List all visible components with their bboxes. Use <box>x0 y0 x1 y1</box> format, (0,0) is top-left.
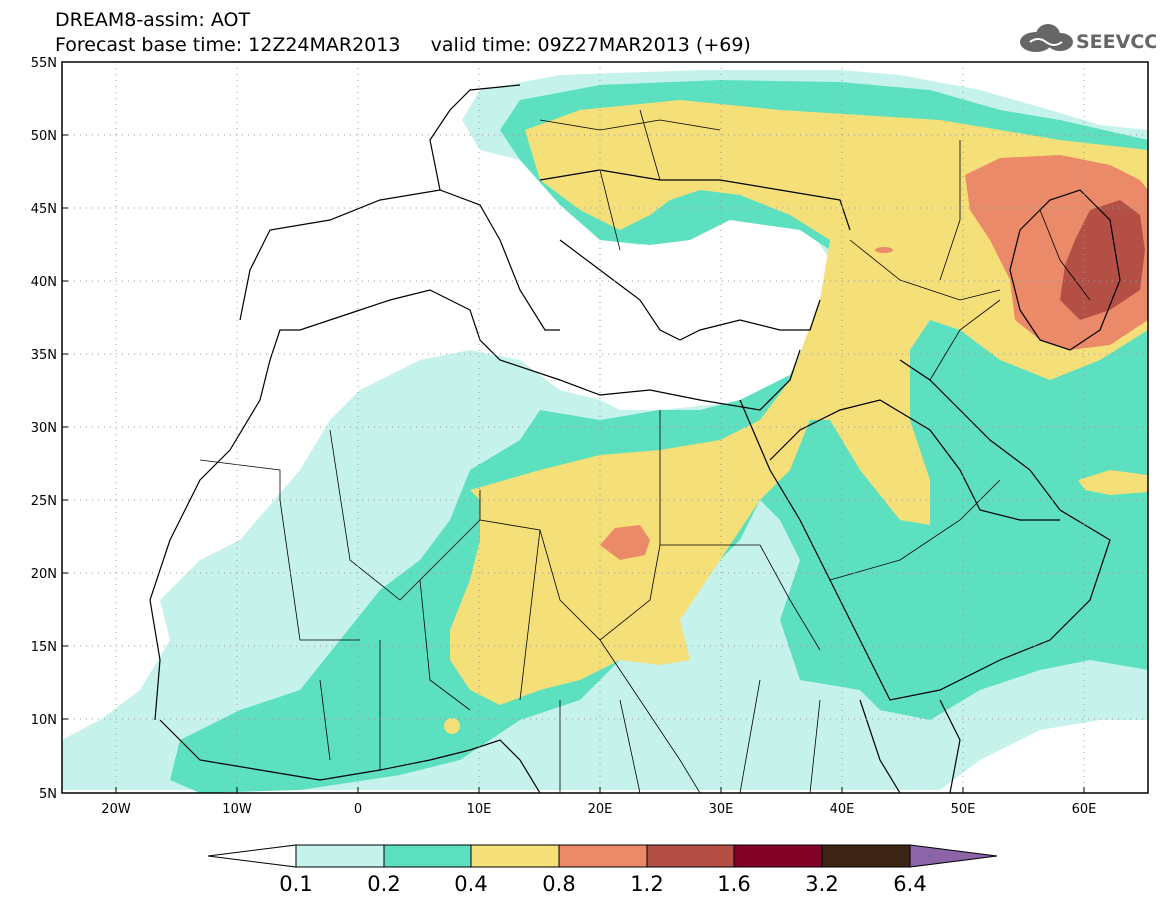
aot-level-0.4-spot <box>444 718 460 734</box>
country-borders <box>199 109 1091 793</box>
aot-level-0.8-spot <box>600 525 650 560</box>
lat-label-5n: 5N <box>39 787 57 802</box>
aot-level-0.8-spot-small <box>875 247 893 253</box>
lat-label-50n: 50N <box>31 129 57 144</box>
lat-label-40n: 40N <box>31 275 57 290</box>
colorbar-label-0.4: 0.4 <box>454 872 487 896</box>
lat-label-20n: 20N <box>31 567 57 582</box>
lon-label-0: 0 <box>354 802 362 817</box>
aot-level-0.4-area-small <box>1078 470 1148 495</box>
lon-label-40e: 40E <box>830 802 855 817</box>
colorbar-label-0.2: 0.2 <box>367 872 400 896</box>
lon-label-20w: 20W <box>101 802 131 817</box>
colorbar-bin-7 <box>821 844 911 868</box>
lon-label-20e: 20E <box>588 802 613 817</box>
lon-ticks <box>115 787 1085 793</box>
lat-label-35n: 35N <box>31 348 57 363</box>
colorbar-bin-3 <box>470 844 560 868</box>
lon-labels: 20W 10W 0 10E 20E 30E 40E 50E 60E <box>101 802 1096 817</box>
colorbar-label-1.2: 1.2 <box>630 872 663 896</box>
lon-label-60e: 60E <box>1072 802 1097 817</box>
colorbar-under-triangle <box>207 844 297 868</box>
colorbar-bin-1 <box>295 844 385 868</box>
coastlines <box>149 84 1121 793</box>
colorbar-bin-5 <box>646 844 735 868</box>
colorbar-label-0.1: 0.1 <box>279 872 312 896</box>
seevccc-logo: SEEVCCC <box>1020 24 1156 53</box>
colorbar-label-0.8: 0.8 <box>542 872 575 896</box>
lon-label-50e: 50E <box>951 802 976 817</box>
cloud-icon <box>1020 24 1073 52</box>
lat-label-30n: 30N <box>31 421 57 436</box>
svg-text:SEEVCCC: SEEVCCC <box>1076 31 1156 53</box>
lat-label-15n: 15N <box>31 640 57 655</box>
colorbar-bin-4 <box>558 844 648 868</box>
colorbar-over-triangle <box>909 844 998 868</box>
lat-ticks <box>62 61 68 794</box>
lat-label-25n: 25N <box>31 494 57 509</box>
aot-level-1.2-area <box>1060 200 1145 320</box>
lat-label-55n: 55N <box>31 56 57 71</box>
lat-label-45n: 45N <box>31 202 57 217</box>
colorbar-bin-2 <box>383 844 472 868</box>
aot-field <box>62 62 1148 793</box>
colorbar-label-6.4: 6.4 <box>893 872 926 896</box>
colorbar-bin-6 <box>733 844 823 868</box>
lon-label-10e: 10E <box>467 802 492 817</box>
lat-label-10n: 10N <box>31 713 57 728</box>
lon-label-30e: 30E <box>709 802 734 817</box>
colorbar: 0.1 0.2 0.4 0.8 1.2 1.6 3.2 6.4 <box>207 844 998 896</box>
lat-labels: 55N 50N 45N 40N 35N 30N 25N 20N 15N 10N … <box>31 56 57 802</box>
chart-title: DREAM8-assim: AOT <box>55 9 251 31</box>
lon-label-10w: 10W <box>222 802 252 817</box>
graticule <box>62 62 1148 793</box>
forecast-time-line: Forecast base time: 12Z24MAR2013 valid t… <box>55 34 751 56</box>
colorbar-label-1.6: 1.6 <box>717 872 750 896</box>
colorbar-label-3.2: 3.2 <box>805 872 838 896</box>
